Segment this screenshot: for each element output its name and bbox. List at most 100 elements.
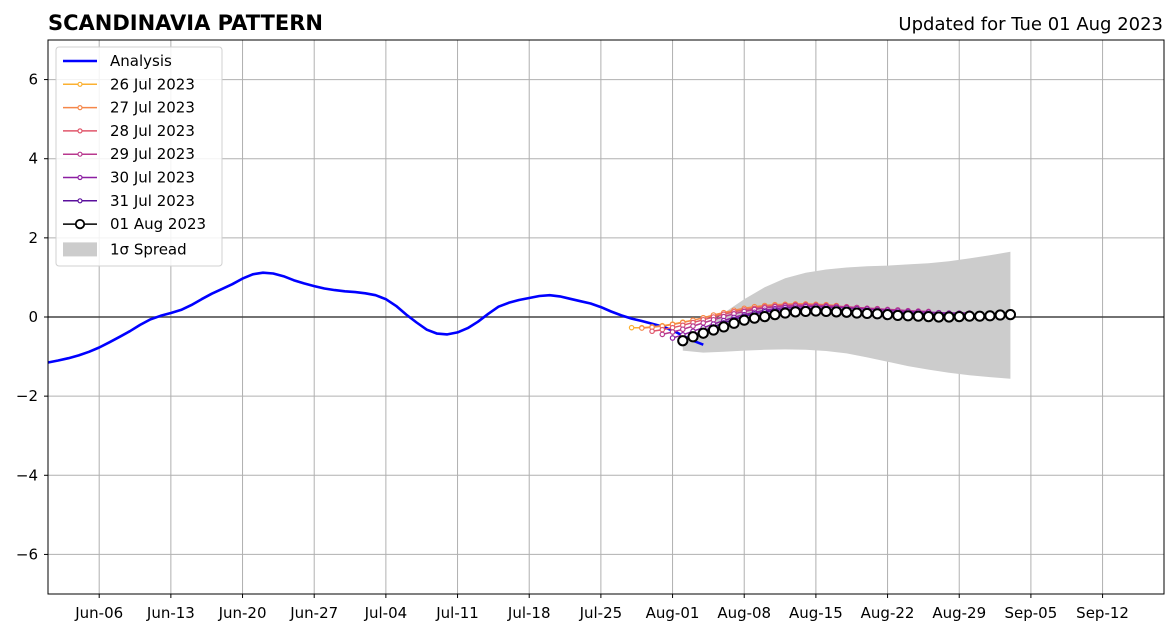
x-tick-label: Jul-04	[364, 604, 408, 622]
data-point	[902, 310, 914, 322]
data-point	[789, 306, 802, 318]
legend-marker	[77, 104, 83, 111]
legend-marker	[74, 219, 86, 230]
data-point	[710, 316, 717, 323]
data-point	[892, 309, 904, 322]
x-tick-label: Jul-18	[507, 604, 551, 622]
legend-box	[55, 46, 223, 267]
data-point	[759, 311, 771, 323]
legend-label: 26 Jul 2023	[110, 75, 195, 93]
y-tick-label: −6	[16, 545, 38, 563]
data-point	[687, 331, 699, 343]
series-group	[47, 271, 1017, 364]
y-tick-label: −2	[16, 387, 38, 405]
data-point	[984, 310, 996, 322]
legend-entry: 1σ Spread	[63, 240, 187, 258]
data-point	[779, 307, 791, 319]
data-point	[933, 311, 945, 323]
legend: Analysis 26 Jul 2023 27 Jul 2023 28 Jul 202…	[55, 46, 223, 267]
data-point	[679, 326, 686, 333]
x-tick-label: Aug-15	[789, 604, 843, 622]
data-point	[820, 305, 832, 318]
data-point	[1004, 309, 1017, 321]
data-point	[718, 321, 730, 333]
chart-subtitle: Updated for Tue 01 Aug 2023	[898, 14, 1163, 35]
data-point	[669, 324, 676, 331]
data-point	[659, 326, 666, 333]
data-point	[707, 324, 720, 336]
data-point	[697, 327, 709, 339]
data-point	[748, 312, 761, 324]
x-tick-label: Jul-25	[579, 604, 623, 622]
data-point	[881, 309, 894, 321]
data-point	[861, 307, 873, 320]
data-point	[851, 307, 863, 319]
data-point	[800, 305, 812, 318]
x-tick-label: Aug-08	[717, 604, 771, 622]
legend-entry: 31 Jul 2023	[63, 192, 195, 210]
y-tick-label: 2	[28, 229, 38, 247]
data-point	[810, 305, 822, 317]
legend-entry: 30 Jul 2023	[63, 169, 195, 187]
data-point	[728, 317, 740, 329]
legend-entry: 28 Jul 2023	[63, 122, 195, 140]
legend-marker	[77, 151, 83, 157]
data-point	[669, 335, 676, 341]
data-point	[943, 311, 955, 323]
y-tick-label: 4	[28, 150, 38, 168]
legend-label: 01 Aug 2023	[110, 215, 206, 233]
data-point	[830, 306, 842, 318]
data-point	[994, 309, 1006, 321]
x-tick-label: Aug-29	[932, 604, 986, 622]
data-point	[690, 323, 696, 329]
data-point	[963, 310, 976, 322]
x-tick-label: Aug-22	[861, 604, 915, 622]
legend-entry: 29 Jul 2023	[63, 145, 195, 163]
y-tick-label: −4	[16, 466, 38, 484]
tick-labels: Jun-06 Jun-13 Jun-20 Jun-27 Jul-04 Jul-11 Jul-…	[16, 71, 1129, 622]
x-tick-label: Jun-13	[146, 604, 195, 622]
legend-marker	[77, 174, 83, 181]
legend-label: 28 Jul 2023	[110, 122, 195, 140]
x-tick-label: Jun-20	[218, 604, 267, 622]
data-point	[841, 306, 853, 318]
data-point	[628, 324, 635, 331]
x-tick-label: Sep-05	[1005, 604, 1058, 622]
legend-entry: 27 Jul 2023	[63, 99, 195, 117]
legend-entry: 26 Jul 2023	[63, 75, 195, 93]
x-tick-label: Aug-01	[646, 604, 700, 622]
series-analysis	[47, 271, 704, 364]
data-point	[974, 310, 986, 322]
x-tick-label: Sep-12	[1076, 604, 1129, 622]
legend-swatch	[63, 242, 97, 257]
legend-marker	[77, 128, 83, 134]
data-point	[953, 311, 965, 323]
legend-label: Analysis	[110, 52, 172, 70]
series-01-aug-2023	[677, 305, 1017, 347]
chart-title: SCANDINAVIA PATTERN	[48, 11, 323, 35]
data-point	[912, 310, 924, 322]
data-point	[738, 314, 750, 326]
legend-label: 1σ Spread	[110, 240, 187, 258]
data-point	[639, 325, 645, 331]
y-tick-label: 6	[28, 71, 38, 89]
data-point	[649, 328, 655, 335]
data-point	[677, 335, 689, 347]
legend-label: 30 Jul 2023	[110, 169, 195, 187]
data-point	[871, 308, 883, 320]
data-point	[700, 320, 707, 326]
x-tick-label: Jul-11	[435, 604, 479, 622]
data-point	[669, 329, 676, 335]
data-point	[659, 331, 666, 338]
legend-marker	[77, 198, 83, 204]
series-line	[47, 271, 704, 364]
y-tick-label: 0	[28, 308, 38, 326]
x-tick-label: Jun-27	[289, 604, 338, 622]
legend-label: 31 Jul 2023	[110, 192, 195, 210]
plot-frame	[47, 39, 1165, 595]
data-point	[769, 309, 781, 321]
x-tick-label: Jun-06	[74, 604, 123, 622]
legend-label: 27 Jul 2023	[110, 99, 195, 117]
legend-label: 29 Jul 2023	[110, 145, 195, 163]
